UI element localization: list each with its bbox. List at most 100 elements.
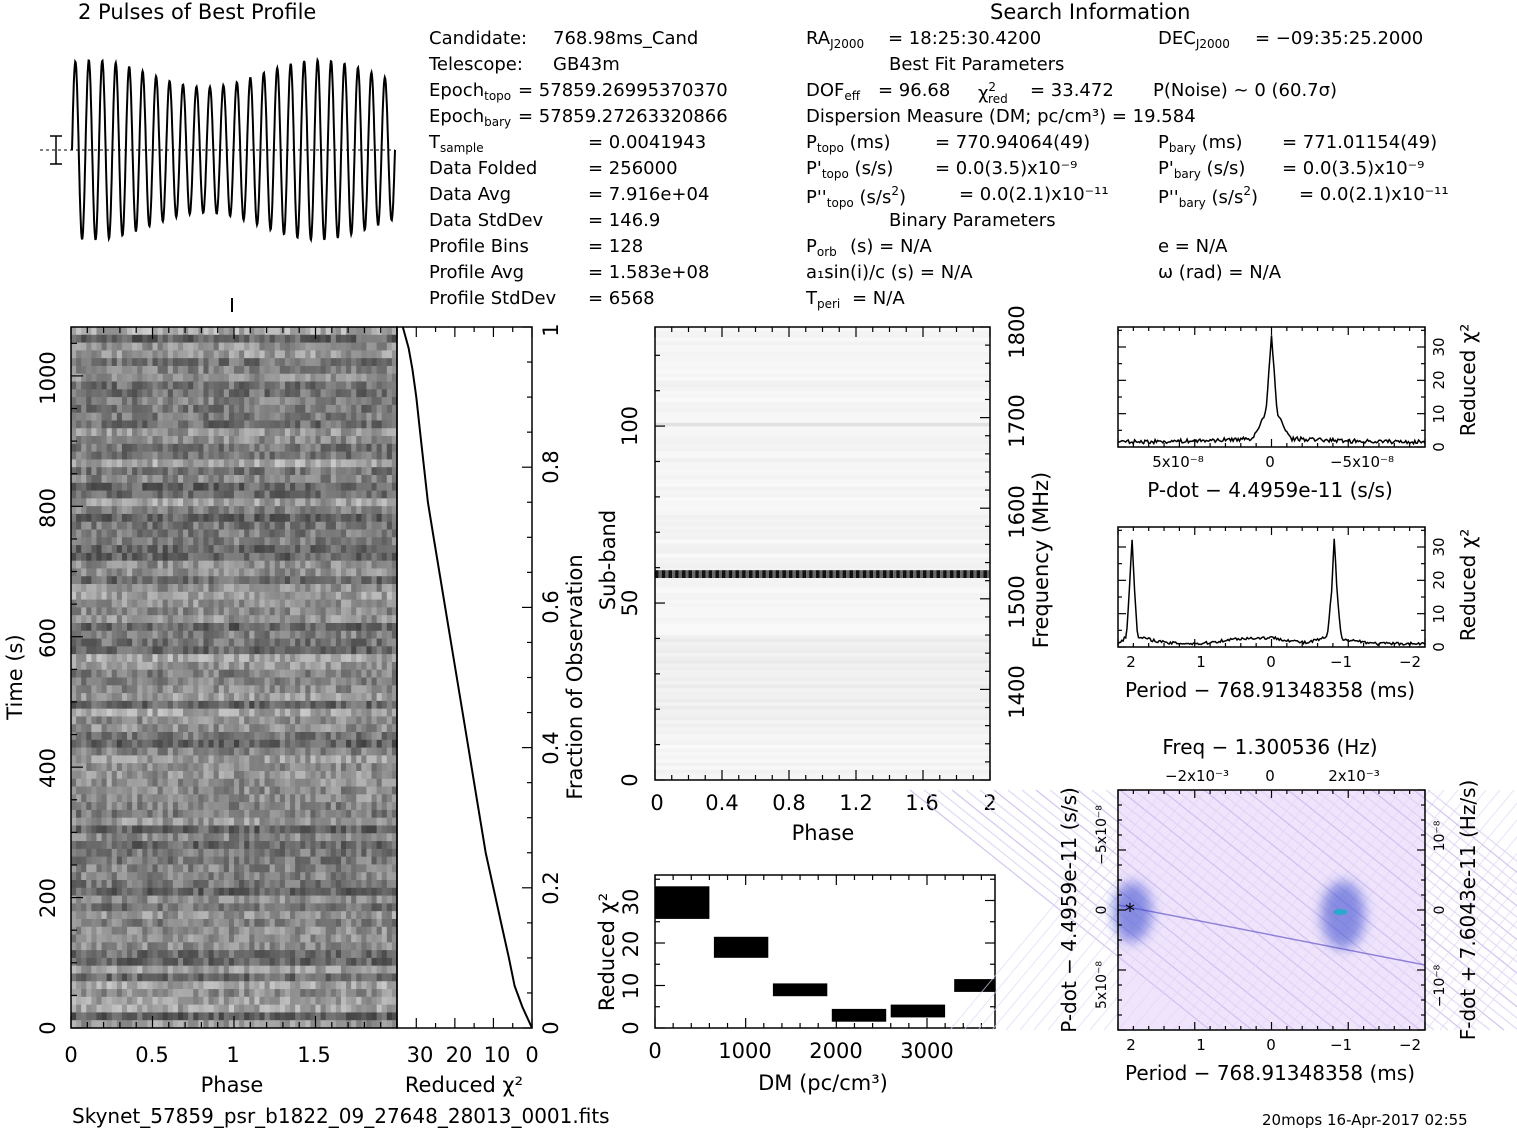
heatmap-cell xyxy=(188,412,194,421)
heatmap-cell xyxy=(330,848,337,858)
heatmap-cell xyxy=(106,521,113,530)
heatmap-cell xyxy=(127,794,133,803)
heatmap-cell xyxy=(172,716,179,725)
heatmap-cell xyxy=(101,864,108,873)
heatmap-cell xyxy=(366,622,372,632)
heatmap-cell xyxy=(147,802,153,811)
heatmap-cell xyxy=(315,872,321,881)
heatmap-cell xyxy=(172,591,179,601)
heatmap-cell xyxy=(147,848,153,858)
heatmap-cell xyxy=(320,833,327,842)
heatmap-cell xyxy=(244,498,250,507)
heatmap-cell xyxy=(172,817,179,826)
heatmap-cell xyxy=(254,685,260,694)
heatmap-cell xyxy=(305,521,311,530)
heatmap-cell xyxy=(127,482,133,491)
heatmap-cell xyxy=(279,755,286,764)
heatmap-cell xyxy=(172,537,179,546)
heatmap-cell xyxy=(310,786,316,795)
heatmap-cell xyxy=(300,724,306,733)
heatmap-cell xyxy=(315,848,321,858)
heatmap-cell xyxy=(147,654,153,663)
heatmap-cell xyxy=(300,342,306,351)
heatmap-cell xyxy=(208,809,215,819)
heatmap-cell xyxy=(279,794,286,803)
heatmap-cell xyxy=(152,568,158,577)
heatmap-cell xyxy=(76,412,82,421)
heatmap-cell xyxy=(259,584,265,593)
heatmap-cell xyxy=(106,895,113,904)
heatmap-cell xyxy=(188,591,194,601)
heatmap-cell xyxy=(376,537,383,546)
heatmap-cell xyxy=(366,529,372,538)
heatmap-cell xyxy=(152,770,158,780)
heatmap-cell xyxy=(172,638,179,647)
heatmap-cell xyxy=(152,334,158,343)
heatmap-cell xyxy=(391,654,398,663)
heatmap-cell xyxy=(96,716,102,725)
heatmap-cell xyxy=(300,646,306,655)
heatmap-cell xyxy=(310,739,316,748)
heatmap-cell xyxy=(315,770,321,780)
info-label: Profile Bins xyxy=(429,236,529,257)
heatmap-cell xyxy=(269,794,276,803)
heatmap-cell xyxy=(320,802,327,811)
heatmap-cell xyxy=(157,661,164,671)
heatmap-cell xyxy=(121,864,128,873)
heatmap-cell xyxy=(142,739,148,748)
heatmap-cell xyxy=(132,521,138,530)
heatmap-cell xyxy=(203,685,209,694)
heatmap-cell xyxy=(284,833,291,842)
heatmap-cell xyxy=(177,327,184,336)
heatmap-cell xyxy=(71,576,77,585)
heatmap-cell xyxy=(101,880,108,889)
heatmap-cell xyxy=(366,436,372,445)
heatmap-cell xyxy=(376,436,383,445)
heatmap-cell xyxy=(315,654,321,663)
heatmap-cell xyxy=(71,428,77,437)
heatmap-cell xyxy=(264,404,271,414)
heatmap-cell xyxy=(274,685,281,694)
heatmap-cell xyxy=(76,482,82,491)
heatmap-cell xyxy=(305,428,311,437)
heatmap-cell xyxy=(223,529,230,538)
heatmap-cell xyxy=(228,848,235,858)
heatmap-cell xyxy=(279,420,286,429)
heatmap-cell xyxy=(223,350,230,359)
heatmap-cell xyxy=(361,786,367,795)
heatmap-cell xyxy=(366,646,372,655)
heatmap-cell xyxy=(346,513,352,523)
heatmap-cell xyxy=(259,747,265,756)
heatmap-cell xyxy=(376,404,383,414)
heatmap-cell xyxy=(76,342,82,351)
heatmap-cell xyxy=(305,436,311,445)
heatmap-cell xyxy=(223,685,230,694)
heatmap-cell xyxy=(269,654,276,663)
heatmap-cell xyxy=(361,747,367,756)
heatmap-cell xyxy=(371,661,378,671)
heatmap-cell xyxy=(346,474,352,484)
heatmap-cell xyxy=(315,669,321,678)
heatmap-cell xyxy=(290,451,296,460)
heatmap-cell xyxy=(203,334,209,343)
heatmap-cell xyxy=(86,770,92,780)
heatmap-cell xyxy=(239,864,245,873)
heatmap-cell xyxy=(305,599,311,608)
heatmap-cell xyxy=(183,848,189,858)
heatmap-cell xyxy=(81,412,87,421)
heatmap-cell xyxy=(295,661,301,671)
heatmap-cell xyxy=(198,786,204,795)
heatmap-cell xyxy=(249,778,255,787)
heatmap-cell xyxy=(269,373,276,382)
heatmap-cell xyxy=(157,373,164,382)
heatmap-cell xyxy=(371,708,378,717)
heatmap-cell xyxy=(213,513,220,523)
heatmap-cell xyxy=(290,560,296,569)
heatmap-cell xyxy=(167,903,174,912)
heatmap-cell xyxy=(351,615,357,624)
heatmap-cell xyxy=(188,467,194,476)
heatmap-cell xyxy=(361,895,367,904)
heatmap-cell xyxy=(279,513,286,523)
heatmap-cell xyxy=(147,576,153,585)
heatmap-cell xyxy=(234,864,240,873)
